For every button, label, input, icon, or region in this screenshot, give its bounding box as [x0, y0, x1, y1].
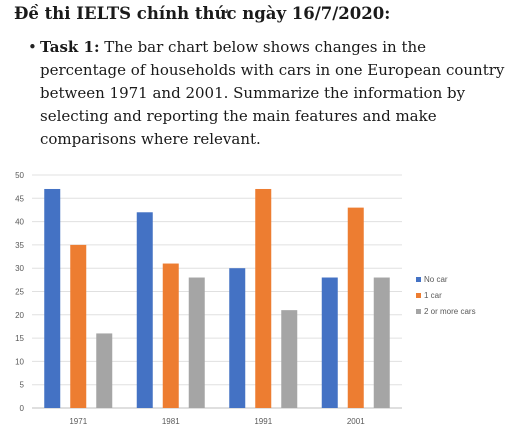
task-label: Task 1:: [40, 38, 100, 56]
x-tick-label: 1981: [162, 417, 180, 426]
y-tick-label: 0: [20, 404, 25, 413]
y-tick-label: 15: [15, 334, 24, 343]
x-tick-label: 2001: [347, 417, 365, 426]
y-tick-label: 50: [15, 171, 24, 180]
bar-no-car-2001: [321, 277, 338, 408]
bar-1-car-1991: [255, 188, 272, 408]
y-tick-label: 5: [20, 381, 25, 390]
legend-label: 1 car: [424, 291, 442, 300]
x-axis-ticks: 1971 1981 1991 2001: [69, 417, 365, 426]
y-tick-label: 25: [15, 288, 24, 297]
bar-2-or-more-cars-1991: [281, 310, 298, 408]
legend-label: 2 or more cars: [424, 307, 476, 316]
y-tick-label: 30: [15, 264, 24, 273]
chart-legend: No car 1 car 2 or more cars: [416, 275, 476, 316]
bullet-marker: •: [28, 38, 37, 56]
bar-no-car-1981: [136, 212, 153, 408]
chart-gridlines: [32, 174, 402, 409]
y-tick-label: 10: [15, 357, 24, 366]
bar-2-or-more-cars-1971: [96, 333, 113, 408]
y-tick-label: 20: [15, 311, 24, 320]
task-description: Task 1: The bar chart below shows change…: [40, 36, 506, 151]
bar-2-or-more-cars-2001: [373, 277, 390, 408]
x-tick-label: 1971: [69, 417, 87, 426]
y-tick-label: 45: [15, 194, 24, 203]
legend-swatch: [416, 293, 421, 298]
y-tick-label: 40: [15, 218, 24, 227]
legend-swatch: [416, 309, 421, 314]
y-tick-label: 35: [15, 241, 24, 250]
bar-no-car-1971: [44, 188, 61, 408]
legend-swatch: [416, 277, 421, 282]
bar-2-or-more-cars-1981: [188, 277, 205, 408]
bar-1-car-1971: [70, 244, 87, 408]
page-heading: Đề thi IELTS chính thức ngày 16/7/2020:: [14, 4, 391, 23]
chart-bars: [44, 188, 390, 408]
x-tick-label: 1991: [254, 417, 272, 426]
bar-1-car-1981: [162, 263, 179, 408]
bar-no-car-1991: [229, 268, 246, 408]
y-axis-ticks: 0 5 10 15 20 25 30 35 40 45 50: [15, 171, 24, 413]
task-text: The bar chart below shows changes in the…: [40, 38, 505, 148]
bar-1-car-2001: [347, 207, 364, 408]
legend-label: No car: [424, 275, 448, 284]
